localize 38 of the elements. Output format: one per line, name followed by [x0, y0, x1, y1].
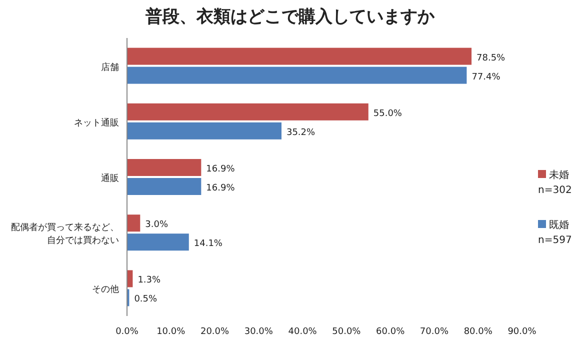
data-label: 77.4% [472, 72, 501, 82]
bar [127, 66, 467, 84]
bar [127, 48, 472, 65]
data-label: 16.9% [206, 184, 236, 194]
legend-label: 未婚 [549, 169, 569, 181]
data-label: 78.5% [476, 53, 506, 64]
bar [127, 178, 202, 195]
bar [127, 159, 202, 176]
bar [127, 103, 368, 120]
data-label: 55.0% [373, 108, 402, 119]
x-tick-label: 30.0% [244, 327, 274, 337]
y-tick-label: 通販 [101, 173, 119, 184]
x-tick-label: 70.0% [420, 327, 449, 337]
x-tick-label: 40.0% [288, 327, 318, 337]
x-tick-label: 80.0% [464, 327, 493, 337]
text: n=302 [538, 185, 572, 196]
text: n=597 [538, 235, 572, 246]
x-tick-label: 60.0% [376, 327, 406, 337]
x-tick-label: 20.0% [200, 327, 230, 337]
bar [127, 122, 282, 140]
y-tick-label: 店舗 [101, 62, 119, 73]
y-tick-label: 配偶者が買って来るなど、自分では買わない [11, 222, 119, 246]
x-tick-label: 90.0% [508, 327, 537, 337]
data-label: 0.5% [134, 294, 158, 305]
legend-label: 既婚 [549, 220, 569, 231]
y-tick-label: その他 [92, 284, 119, 296]
y-tick-label: ネット通販 [74, 117, 119, 128]
data-label: 35.2% [286, 128, 316, 138]
x-tick-label: 50.0% [332, 327, 362, 337]
x-tick-label: 10.0% [156, 327, 186, 337]
data-label: 16.9% [206, 164, 236, 174]
data-label: 14.1% [194, 239, 223, 250]
bar [127, 234, 189, 251]
chart-title: 普段、衣類はどこで購入していますか [144, 6, 436, 27]
data-label: 3.0% [145, 220, 168, 230]
bar [127, 214, 140, 232]
data-label: 1.3% [138, 276, 162, 286]
x-tick-label: 0.0% [116, 327, 139, 337]
